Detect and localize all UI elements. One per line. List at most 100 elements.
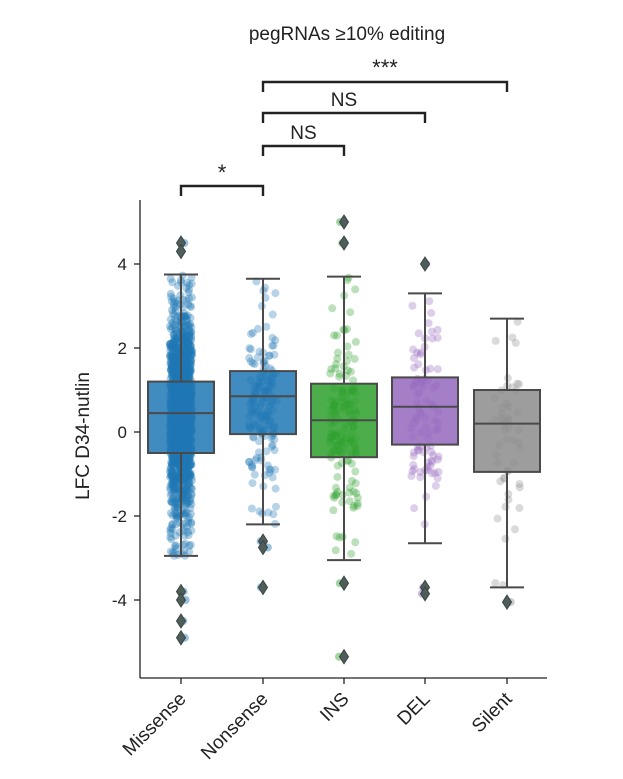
data-point <box>170 337 179 346</box>
data-point <box>185 478 194 487</box>
data-point <box>169 455 178 464</box>
data-point <box>335 369 344 378</box>
data-point <box>172 453 181 462</box>
data-point <box>167 458 176 467</box>
data-point <box>413 348 422 357</box>
x-axis: Missense Nonsense INS DEL Silent <box>119 677 547 764</box>
data-point <box>169 368 178 377</box>
box-iqr <box>473 389 541 473</box>
significance-bracket: NS <box>261 123 346 156</box>
data-point <box>170 334 179 343</box>
data-point <box>171 353 180 362</box>
data-point <box>168 467 177 476</box>
data-point <box>271 289 280 298</box>
data-point <box>172 334 181 343</box>
data-point <box>180 309 189 318</box>
box-silent <box>473 317 541 611</box>
data-point <box>173 369 182 378</box>
data-point <box>168 353 177 362</box>
data-point <box>169 453 178 462</box>
data-point <box>269 341 278 350</box>
outlier-marker <box>175 629 187 646</box>
data-point <box>166 359 175 368</box>
data-point <box>513 379 522 388</box>
data-point <box>173 503 182 512</box>
data-point <box>187 366 196 375</box>
data-point <box>172 474 181 483</box>
data-point <box>180 472 189 481</box>
data-point <box>173 361 182 370</box>
data-point <box>184 294 193 303</box>
data-point <box>186 357 195 366</box>
box-del <box>391 256 459 602</box>
bracket-line <box>261 111 427 123</box>
data-point <box>168 469 177 478</box>
data-point <box>173 503 182 512</box>
data-point <box>171 505 180 514</box>
data-point <box>187 500 196 509</box>
data-point <box>166 352 175 361</box>
data-point <box>167 498 176 507</box>
data-point <box>182 372 191 381</box>
data-point <box>350 354 359 363</box>
data-point <box>170 358 179 367</box>
data-point <box>169 459 178 468</box>
x-tick-label: Silent <box>468 688 517 737</box>
data-point <box>183 343 192 352</box>
data-point <box>184 370 193 379</box>
data-point <box>331 483 340 492</box>
data-point <box>182 364 191 373</box>
data-point <box>182 352 191 361</box>
data-point <box>186 328 195 337</box>
outlier-marker <box>257 539 269 556</box>
data-point <box>251 456 260 465</box>
data-point <box>353 501 362 510</box>
data-point <box>348 477 357 486</box>
data-point <box>169 299 178 308</box>
data-point <box>182 356 191 365</box>
data-point <box>168 366 177 375</box>
data-point <box>167 353 176 362</box>
data-point <box>181 454 190 463</box>
data-point <box>347 459 356 468</box>
data-point <box>168 477 177 486</box>
data-point <box>183 471 192 480</box>
data-point <box>180 463 189 472</box>
data-point <box>172 345 181 354</box>
data-point <box>181 494 190 503</box>
data-point <box>183 458 192 467</box>
outlier-marker <box>175 592 187 608</box>
data-point <box>171 363 180 372</box>
data-point <box>184 480 193 489</box>
data-point <box>170 350 179 359</box>
data-point <box>335 372 344 381</box>
data-point <box>326 369 335 378</box>
data-point <box>181 486 190 495</box>
data-point <box>185 374 194 383</box>
data-point <box>181 351 190 360</box>
data-point <box>171 315 180 324</box>
significance-bracket: NS <box>261 90 427 123</box>
data-point <box>172 478 181 487</box>
data-point <box>168 454 177 463</box>
data-point <box>180 531 189 540</box>
data-point <box>172 348 181 357</box>
data-point <box>180 460 189 469</box>
data-point <box>170 477 179 486</box>
data-point <box>181 473 190 482</box>
data-point <box>167 460 176 469</box>
data-point <box>168 548 177 557</box>
box-iqr <box>147 380 215 455</box>
data-point <box>169 341 178 350</box>
data-point <box>184 465 193 474</box>
data-point <box>173 333 182 342</box>
data-point <box>180 323 189 332</box>
data-point <box>167 363 176 372</box>
outlier-marker <box>338 214 350 230</box>
data-point <box>185 461 194 470</box>
data-point <box>166 467 175 476</box>
data-point <box>186 347 195 356</box>
data-point <box>172 318 181 327</box>
data-point <box>170 355 179 364</box>
data-point <box>409 354 418 363</box>
